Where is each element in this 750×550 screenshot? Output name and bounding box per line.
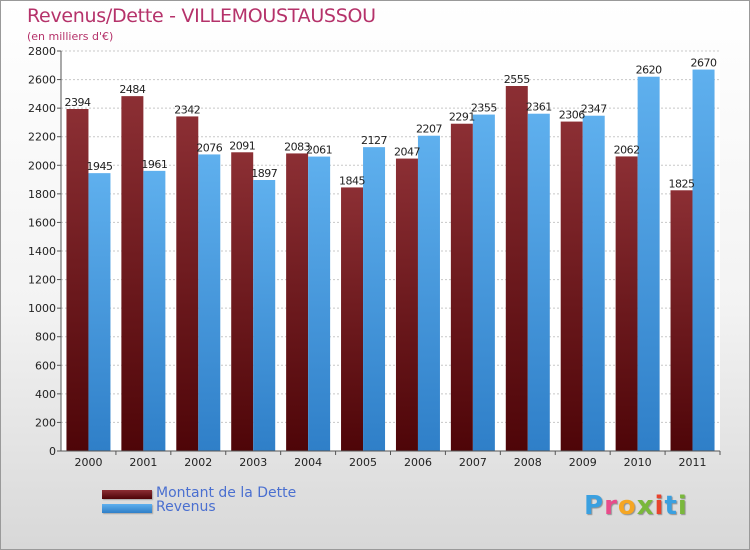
value-label-dette: 2083 xyxy=(284,140,310,153)
x-tick-label: 2008 xyxy=(514,456,542,469)
x-tick-label: 2001 xyxy=(129,456,157,469)
bar-revenus xyxy=(143,170,166,451)
value-label-revenus: 2361 xyxy=(526,101,552,114)
y-tick-label: 0 xyxy=(49,445,56,458)
value-label-dette: 2047 xyxy=(394,146,420,159)
logo-letter: i xyxy=(677,491,688,521)
y-tick-label: 1000 xyxy=(28,302,56,315)
bar-dette xyxy=(670,190,693,452)
y-tick-label: 2200 xyxy=(28,131,56,144)
bar-revenus xyxy=(198,154,221,451)
x-tick-label: 2005 xyxy=(349,456,377,469)
x-tick-label: 2002 xyxy=(184,456,212,469)
y-tick-label: 1400 xyxy=(28,245,56,258)
y-tick-label: 800 xyxy=(35,331,56,344)
value-label-dette: 2484 xyxy=(119,83,145,96)
value-label-revenus: 1961 xyxy=(141,158,167,171)
bar-dette xyxy=(121,96,144,452)
y-tick-label: 200 xyxy=(35,416,56,429)
bar-dette xyxy=(560,121,583,452)
y-tick-label: 1200 xyxy=(28,274,56,287)
value-label-revenus: 2207 xyxy=(416,123,442,136)
value-label-dette: 2342 xyxy=(174,103,200,116)
bar-dette xyxy=(615,156,638,451)
logo-letter: x xyxy=(636,491,655,521)
legend-swatch-revenus xyxy=(102,504,152,513)
bar-revenus xyxy=(527,113,550,451)
bar-dette xyxy=(395,158,418,452)
value-label-dette: 1845 xyxy=(339,174,365,187)
legend-label-debt: Montant de la Dette xyxy=(156,485,297,501)
y-tick-label: 2600 xyxy=(28,74,56,87)
value-label-revenus: 2355 xyxy=(471,102,497,115)
y-tick-label: 2000 xyxy=(28,159,56,172)
value-label-revenus: 2061 xyxy=(306,144,332,157)
bar-revenus xyxy=(253,180,276,451)
x-tick-label: 2004 xyxy=(294,456,322,469)
value-label-dette: 2062 xyxy=(614,143,640,156)
logo-letter: o xyxy=(617,491,637,521)
value-label-dette: 2091 xyxy=(229,139,255,152)
logo-letter: i xyxy=(654,491,665,521)
logo-letter: r xyxy=(604,491,618,521)
bar-revenus xyxy=(582,115,605,451)
x-tick-label: 2007 xyxy=(459,456,487,469)
value-label-dette: 2555 xyxy=(504,73,530,86)
value-label-revenus: 1897 xyxy=(251,167,277,180)
bar-revenus xyxy=(363,147,386,451)
legend-label-revenus: Revenus xyxy=(156,499,216,515)
value-label-revenus: 2347 xyxy=(581,103,607,116)
legend-swatch-debt xyxy=(102,490,152,499)
chart-subtitle: (en milliers d'€) xyxy=(27,30,114,43)
proxiti-logo: Proxiti xyxy=(584,491,688,521)
logo-letter: t xyxy=(664,491,678,521)
y-tick-label: 1800 xyxy=(28,188,56,201)
y-tick-label: 2400 xyxy=(28,102,56,115)
x-tick-label: 2010 xyxy=(624,456,652,469)
value-label-dette: 2306 xyxy=(559,109,585,122)
value-label-dette: 2394 xyxy=(64,96,90,109)
bar-dette xyxy=(341,187,364,451)
bar-revenus xyxy=(692,69,715,452)
value-label-revenus: 2127 xyxy=(361,134,387,147)
bar-dette xyxy=(66,109,89,451)
logo-letter: P xyxy=(584,491,605,521)
bar-revenus xyxy=(308,156,331,452)
bar-revenus xyxy=(472,114,495,452)
x-tick-label: 2006 xyxy=(404,456,432,469)
y-tick-label: 2800 xyxy=(28,45,56,58)
chart-title: Revenus/Dette - VILLEMOUSTAUSSOU xyxy=(27,5,376,27)
x-tick-label: 2003 xyxy=(239,456,267,469)
y-tick-label: 1600 xyxy=(28,216,56,229)
y-tick-label: 600 xyxy=(35,359,56,372)
value-label-revenus: 1945 xyxy=(86,160,112,173)
y-tick-label: 400 xyxy=(35,388,56,401)
x-tick-label: 2011 xyxy=(679,456,707,469)
value-label-revenus: 2670 xyxy=(691,57,717,70)
value-label-dette: 1825 xyxy=(669,177,695,190)
value-label-revenus: 2076 xyxy=(196,141,222,154)
bar-revenus xyxy=(637,76,660,451)
x-tick-label: 2000 xyxy=(74,456,102,469)
value-label-revenus: 2620 xyxy=(636,64,662,77)
bar-dette xyxy=(176,116,199,451)
bar-dette xyxy=(231,152,254,452)
bar-dette xyxy=(450,123,473,451)
bar-dette xyxy=(505,86,528,451)
bar-dette xyxy=(286,153,309,451)
x-tick-label: 2009 xyxy=(569,456,597,469)
bar-revenus xyxy=(417,135,440,451)
value-label-dette: 2291 xyxy=(449,111,475,124)
bar-revenus xyxy=(88,173,111,451)
